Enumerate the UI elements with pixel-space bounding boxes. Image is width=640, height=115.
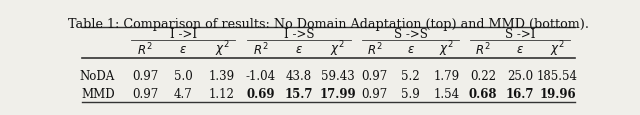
Text: S ->I: S ->I (505, 27, 536, 40)
Text: 4.7: 4.7 (174, 88, 193, 100)
Text: 43.8: 43.8 (286, 69, 312, 82)
Text: $R^2$: $R^2$ (137, 41, 152, 58)
Text: 25.0: 25.0 (507, 69, 533, 82)
Text: 0.97: 0.97 (132, 88, 158, 100)
Text: NoDA: NoDA (79, 69, 115, 82)
Text: $R^2$: $R^2$ (253, 41, 268, 58)
Text: $\chi^2$: $\chi^2$ (550, 40, 564, 59)
Text: 1.39: 1.39 (209, 69, 235, 82)
Text: $\chi^2$: $\chi^2$ (439, 40, 454, 59)
Text: 0.68: 0.68 (468, 88, 497, 100)
Text: $\epsilon$: $\epsilon$ (295, 43, 303, 56)
Text: $\epsilon$: $\epsilon$ (179, 43, 188, 56)
Text: 1.54: 1.54 (433, 88, 460, 100)
Text: 0.22: 0.22 (470, 69, 496, 82)
Text: $R^2$: $R^2$ (476, 41, 491, 58)
Text: 16.7: 16.7 (506, 88, 534, 100)
Text: 0.97: 0.97 (132, 69, 158, 82)
Text: 1.79: 1.79 (433, 69, 460, 82)
Text: 15.7: 15.7 (285, 88, 313, 100)
Text: 1.12: 1.12 (209, 88, 235, 100)
Text: $\epsilon$: $\epsilon$ (516, 43, 524, 56)
Text: 5.2: 5.2 (401, 69, 420, 82)
Text: MMD: MMD (81, 88, 115, 100)
Text: 5.0: 5.0 (174, 69, 193, 82)
Text: 5.9: 5.9 (401, 88, 420, 100)
Text: Table 1: Comparison of results: No Domain Adaptation (top) and MMD (bottom).: Table 1: Comparison of results: No Domai… (68, 18, 589, 31)
Text: I ->I: I ->I (170, 27, 197, 40)
Text: -1.04: -1.04 (245, 69, 276, 82)
Text: 19.96: 19.96 (539, 88, 576, 100)
Text: 0.69: 0.69 (246, 88, 275, 100)
Text: $\chi^2$: $\chi^2$ (330, 40, 345, 59)
Text: $\chi^2$: $\chi^2$ (214, 40, 229, 59)
Text: 0.97: 0.97 (362, 88, 388, 100)
Text: 0.97: 0.97 (362, 69, 388, 82)
Text: $\epsilon$: $\epsilon$ (406, 43, 415, 56)
Text: I ->S: I ->S (284, 27, 314, 40)
Text: 185.54: 185.54 (537, 69, 578, 82)
Text: 59.43: 59.43 (321, 69, 355, 82)
Text: S ->S: S ->S (394, 27, 428, 40)
Text: 17.99: 17.99 (319, 88, 356, 100)
Text: $R^2$: $R^2$ (367, 41, 383, 58)
